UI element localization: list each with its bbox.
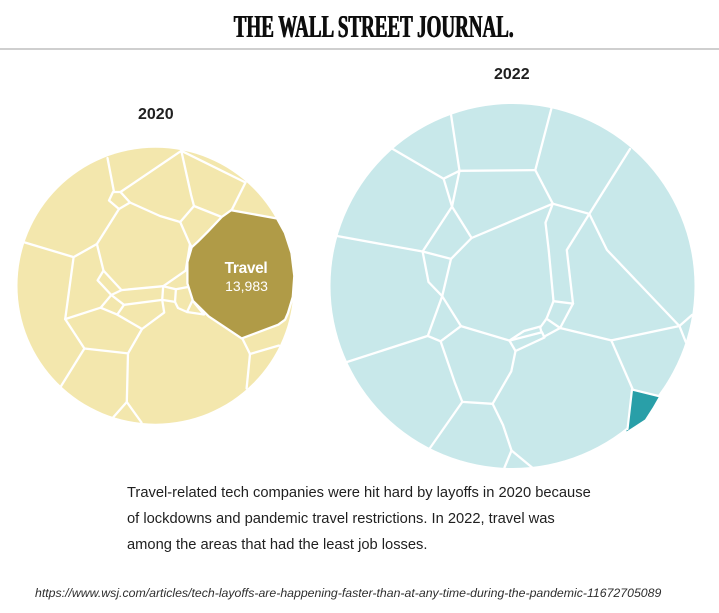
svg-text:Travel: Travel (225, 260, 268, 277)
svg-text:13,983: 13,983 (225, 278, 268, 294)
